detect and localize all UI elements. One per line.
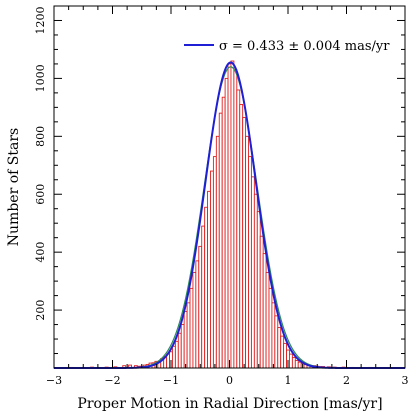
y-tick-label: 600 [34,184,47,205]
x-tick-label: 2 [343,374,350,387]
x-tick-label: −3 [46,374,62,387]
y-tick-label: 200 [34,300,47,321]
x-tick-label: −2 [104,374,120,387]
y-tick-label: 800 [34,126,47,147]
x-tick-label: 3 [402,374,409,387]
legend-label: σ = 0.433 ± 0.004 mas/yr [219,39,390,54]
x-tick-label: −1 [163,374,179,387]
y-tick-label: 1200 [34,6,47,34]
y-tick-label: 1000 [34,64,47,92]
legend: σ = 0.433 ± 0.004 mas/yr [184,39,390,54]
x-tick-label: 1 [285,374,292,387]
y-tick-label: 400 [34,242,47,263]
x-tick-label: 0 [226,374,233,387]
x-axis-title: Proper Motion in Radial Direction [mas/y… [77,396,382,412]
y-axis-title: Number of Stars [6,128,22,246]
axis-ticks: −3 −2 −1 0 1 2 3 200 400 600 800 1000 1200 [34,5,409,387]
